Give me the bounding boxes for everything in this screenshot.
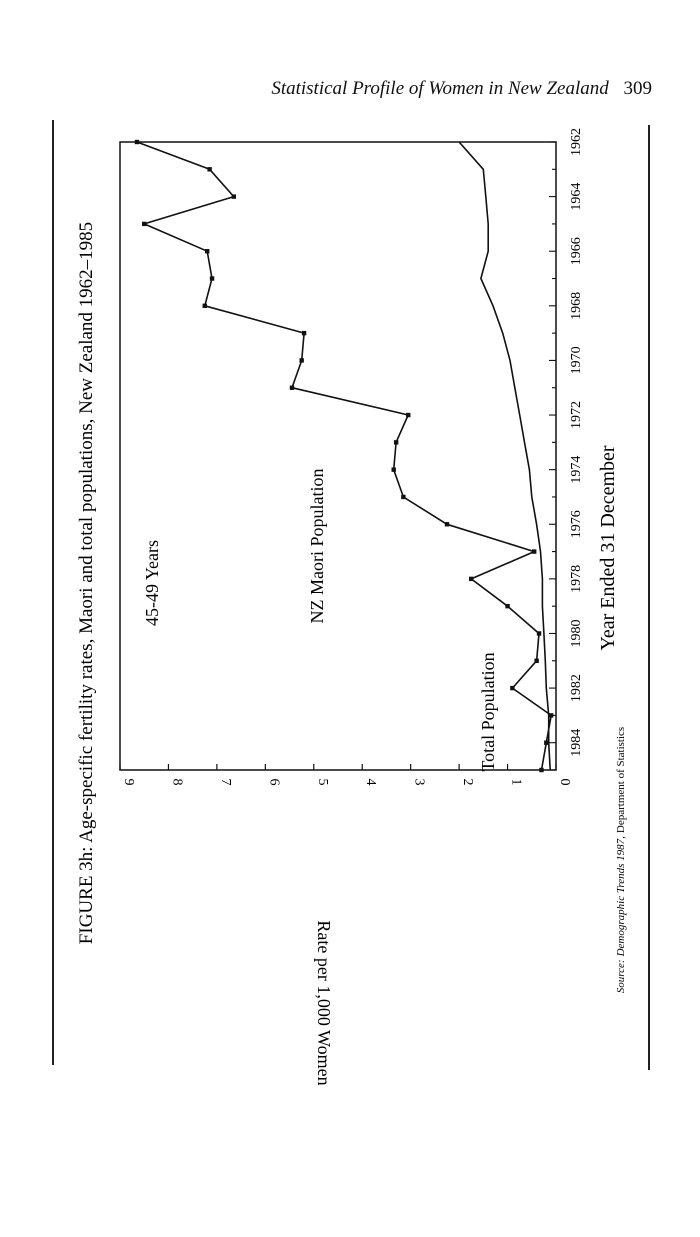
x-tick-label: 1978 xyxy=(569,565,584,593)
data-point-maori xyxy=(289,385,295,390)
data-point-maori xyxy=(544,740,549,745)
series-label-maori: NZ Maori Population xyxy=(307,469,327,624)
y-tick-label: 1 xyxy=(509,779,524,786)
data-point-maori xyxy=(301,330,307,336)
data-point-maori xyxy=(209,276,215,281)
series-layer xyxy=(134,139,554,773)
x-tick-label: 1980 xyxy=(569,619,584,647)
data-point-maori xyxy=(393,440,399,445)
x-tick-label: 1976 xyxy=(569,510,584,538)
x-tick-label: 1974 xyxy=(569,456,584,484)
page-number: 309 xyxy=(623,78,653,99)
data-point-maori xyxy=(207,167,212,172)
y-tick-label: 5 xyxy=(315,779,330,786)
data-point-maori xyxy=(406,412,411,418)
y-tick-label: 8 xyxy=(169,779,184,786)
plot-frame xyxy=(119,141,557,771)
data-point-maori xyxy=(444,522,450,527)
right-rule xyxy=(648,125,650,1070)
chart-title: 45-49 Years xyxy=(142,540,162,626)
data-point-maori xyxy=(134,139,140,145)
axis-tick-labels: 0 1 2 3 4 5 6 7 8 9 1962 1964 1966 1968 1970 1972 1974 19… xyxy=(121,128,584,786)
data-point-maori xyxy=(505,603,510,609)
source-label: Source: xyxy=(615,959,627,993)
x-tick-label: 1982 xyxy=(569,674,584,702)
x-tick-label: 1964 xyxy=(569,183,584,211)
source-agency: Department of Statistics xyxy=(615,727,627,833)
y-tick-label: 7 xyxy=(218,779,233,786)
data-point-maori xyxy=(539,767,544,773)
axis-ticks xyxy=(119,141,557,771)
x-tick-label: 1970 xyxy=(569,346,584,374)
x-tick-label: 1972 xyxy=(569,401,584,429)
left-rule xyxy=(52,120,54,1065)
x-axis-title: Year Ended 31 December xyxy=(597,445,619,650)
data-point-maori xyxy=(510,685,515,691)
data-point-maori xyxy=(548,713,554,718)
series-line-total xyxy=(458,141,551,771)
data-point-maori xyxy=(231,194,237,199)
figure-source: Source:Demographic Trends 1987, Departmen… xyxy=(615,727,627,993)
data-point-maori xyxy=(202,303,207,309)
x-tick-label: 1966 xyxy=(569,237,584,265)
source-publication: Demographic Trends 1987, xyxy=(615,836,627,958)
x-tick-label: 1968 xyxy=(569,292,584,320)
data-point-maori xyxy=(536,631,542,636)
data-point-maori xyxy=(299,358,304,363)
series-label-total: Total Population xyxy=(478,652,498,771)
data-point-maori xyxy=(391,467,396,472)
x-tick-label: 1962 xyxy=(569,128,584,156)
running-head: Statistical Profile of Women in New Zeal… xyxy=(271,78,652,100)
y-axis-title: Rate per 1,000 Women xyxy=(314,920,334,1085)
y-tick-label: 9 xyxy=(121,779,136,786)
data-point-maori xyxy=(401,494,406,500)
y-tick-label: 4 xyxy=(363,779,378,786)
data-point-maori xyxy=(205,249,210,254)
y-tick-label: 6 xyxy=(266,779,281,786)
running-title: Statistical Profile of Women in New Zeal… xyxy=(271,78,609,99)
y-tick-label: 3 xyxy=(412,779,427,786)
data-point-maori xyxy=(469,576,474,582)
figure-caption: FIGURE 3h: Age-specific fertility rates,… xyxy=(76,222,97,944)
y-tick-label: 2 xyxy=(460,779,475,786)
series-line-maori xyxy=(136,141,553,771)
y-tick-label: 0 xyxy=(557,779,572,786)
data-point-maori xyxy=(534,658,539,663)
data-point-maori xyxy=(532,549,537,554)
data-point-maori xyxy=(142,221,147,227)
x-tick-label: 1984 xyxy=(569,729,584,757)
